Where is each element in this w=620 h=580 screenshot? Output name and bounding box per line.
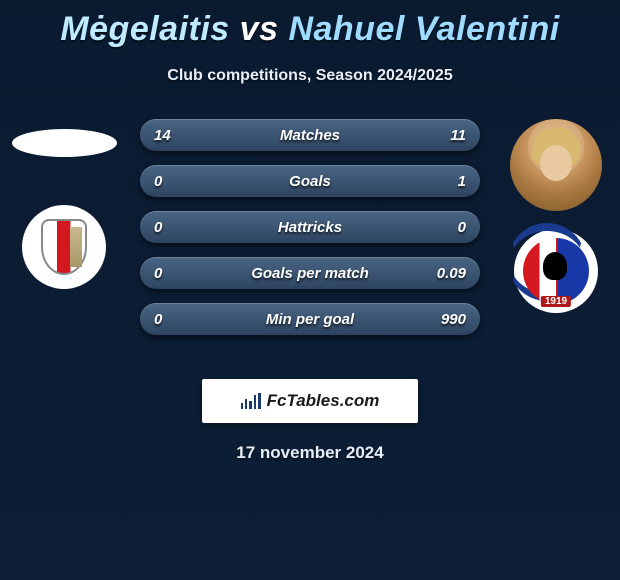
player2-name: Nahuel Valentini: [288, 10, 559, 48]
sestri-head-icon: [543, 252, 567, 280]
stat-value-left: 0: [154, 219, 162, 236]
stat-value-left: 0: [154, 173, 162, 190]
date-text: 17 november 2024: [0, 443, 620, 463]
stat-row-min-per-goal: 0 Min per goal 990: [140, 303, 480, 335]
player2-avatar: [510, 119, 602, 211]
player2-club-badge: 1919: [514, 229, 598, 313]
stat-value-left: 0: [154, 311, 162, 328]
player2-column: 1919: [496, 119, 616, 313]
player1-avatar: [12, 129, 117, 157]
stat-label: Goals per match: [251, 265, 369, 282]
stat-label: Matches: [280, 127, 340, 144]
stats-area: 1919 14 Matches 11 0 Goals 1 0 Hattricks…: [0, 119, 620, 349]
stat-value-left: 0: [154, 265, 162, 282]
brand-text: FcTables.com: [267, 391, 380, 411]
stat-row-matches: 14 Matches 11: [140, 119, 480, 151]
stat-value-right: 0: [458, 219, 466, 236]
vs-text: vs: [240, 10, 279, 48]
comparison-title: Mėgelaitis vs Nahuel Valentini: [0, 0, 620, 49]
rimini-shield-icon: [41, 219, 87, 275]
stat-value-right: 11: [450, 127, 466, 144]
sestri-year: 1919: [541, 296, 571, 307]
stat-value-right: 0.09: [437, 265, 466, 282]
stat-value-right: 1: [458, 173, 466, 190]
player1-column: [4, 119, 124, 289]
stat-value-right: 990: [441, 311, 466, 328]
stat-row-goals-per-match: 0 Goals per match 0.09: [140, 257, 480, 289]
stat-label: Hattricks: [278, 219, 342, 236]
player1-club-badge: [22, 205, 106, 289]
subtitle: Club competitions, Season 2024/2025: [0, 67, 620, 85]
stat-row-hattricks: 0 Hattricks 0: [140, 211, 480, 243]
bar-chart-icon: [241, 393, 261, 409]
sestri-inner: [523, 238, 589, 304]
stat-row-goals: 0 Goals 1: [140, 165, 480, 197]
stat-label: Goals: [289, 173, 331, 190]
stat-value-left: 14: [154, 127, 171, 144]
stat-bars: 14 Matches 11 0 Goals 1 0 Hattricks 0 0 …: [140, 119, 480, 335]
brand-box[interactable]: FcTables.com: [202, 379, 418, 423]
stat-label: Min per goal: [266, 311, 354, 328]
player1-name: Mėgelaitis: [60, 10, 229, 48]
